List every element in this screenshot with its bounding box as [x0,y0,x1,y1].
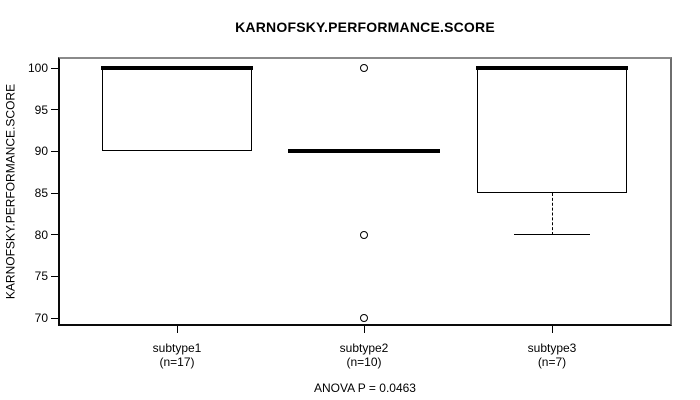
median-line [288,149,440,154]
whisker-line [551,193,553,235]
y-tick-mark [51,109,58,111]
y-tick-label: 70 [34,311,48,325]
x-group-sublabel: (n=17) [159,355,195,369]
x-tick-mark [176,326,178,333]
outlier-point [360,314,368,322]
box-iqr [477,68,627,193]
y-tick-mark [51,234,58,236]
plot-frame [58,57,672,326]
x-tick-mark [551,326,553,333]
x-group-label: subtype1 [152,341,202,355]
outlier-point [360,64,368,72]
y-tick-mark [51,317,58,319]
x-group-label: subtype2 [339,341,389,355]
median-line [476,66,628,70]
y-tick-label: 100 [27,61,48,75]
x-group-sublabel: (n=7) [537,355,567,369]
y-tick-mark [51,67,58,69]
chart-title: KARNOFSKY.PERFORMANCE.SCORE [235,19,495,35]
median-line [101,66,253,70]
y-tick-label: 80 [34,227,48,242]
outlier-point [360,230,368,239]
y-tick-label: 85 [34,186,48,200]
y-tick-label: 90 [34,144,48,159]
x-group-sublabel: (n=10) [346,355,382,369]
y-tick-label: 95 [34,102,48,117]
x-group-label: subtype3 [527,341,577,355]
box-iqr [102,68,252,152]
whisker-cap [514,234,590,236]
x-tick-mark [363,326,365,333]
anova-annotation: ANOVA P = 0.0463 [314,381,416,395]
y-tick-mark [51,150,58,152]
y-tick-label: 75 [34,269,48,284]
y-tick-mark [51,275,58,277]
y-tick-mark [51,192,58,194]
